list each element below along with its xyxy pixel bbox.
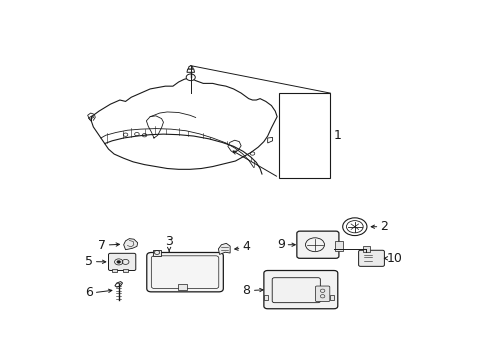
Text: 8: 8 — [242, 284, 250, 297]
FancyBboxPatch shape — [315, 286, 329, 302]
Circle shape — [186, 74, 195, 81]
Polygon shape — [178, 284, 186, 290]
Text: 5: 5 — [84, 255, 92, 268]
Text: 6: 6 — [84, 286, 92, 299]
FancyBboxPatch shape — [108, 253, 136, 270]
Text: 2: 2 — [380, 220, 387, 233]
Text: 10: 10 — [386, 252, 401, 265]
FancyBboxPatch shape — [334, 240, 342, 251]
FancyBboxPatch shape — [264, 270, 337, 309]
Text: 1: 1 — [332, 129, 341, 142]
Polygon shape — [111, 269, 117, 272]
Polygon shape — [122, 269, 128, 272]
Polygon shape — [186, 69, 194, 72]
Polygon shape — [329, 295, 333, 301]
Text: 9: 9 — [276, 238, 284, 251]
Circle shape — [117, 261, 121, 263]
FancyBboxPatch shape — [358, 250, 384, 266]
FancyBboxPatch shape — [146, 252, 223, 292]
Polygon shape — [218, 243, 230, 255]
Polygon shape — [123, 239, 138, 250]
Polygon shape — [188, 66, 193, 69]
Polygon shape — [264, 295, 267, 301]
FancyBboxPatch shape — [296, 231, 338, 258]
FancyBboxPatch shape — [362, 246, 369, 252]
Text: 7: 7 — [98, 239, 105, 252]
Polygon shape — [115, 282, 122, 287]
Circle shape — [342, 218, 366, 235]
Text: 3: 3 — [165, 235, 173, 248]
Polygon shape — [153, 250, 161, 256]
Text: 4: 4 — [242, 240, 250, 253]
